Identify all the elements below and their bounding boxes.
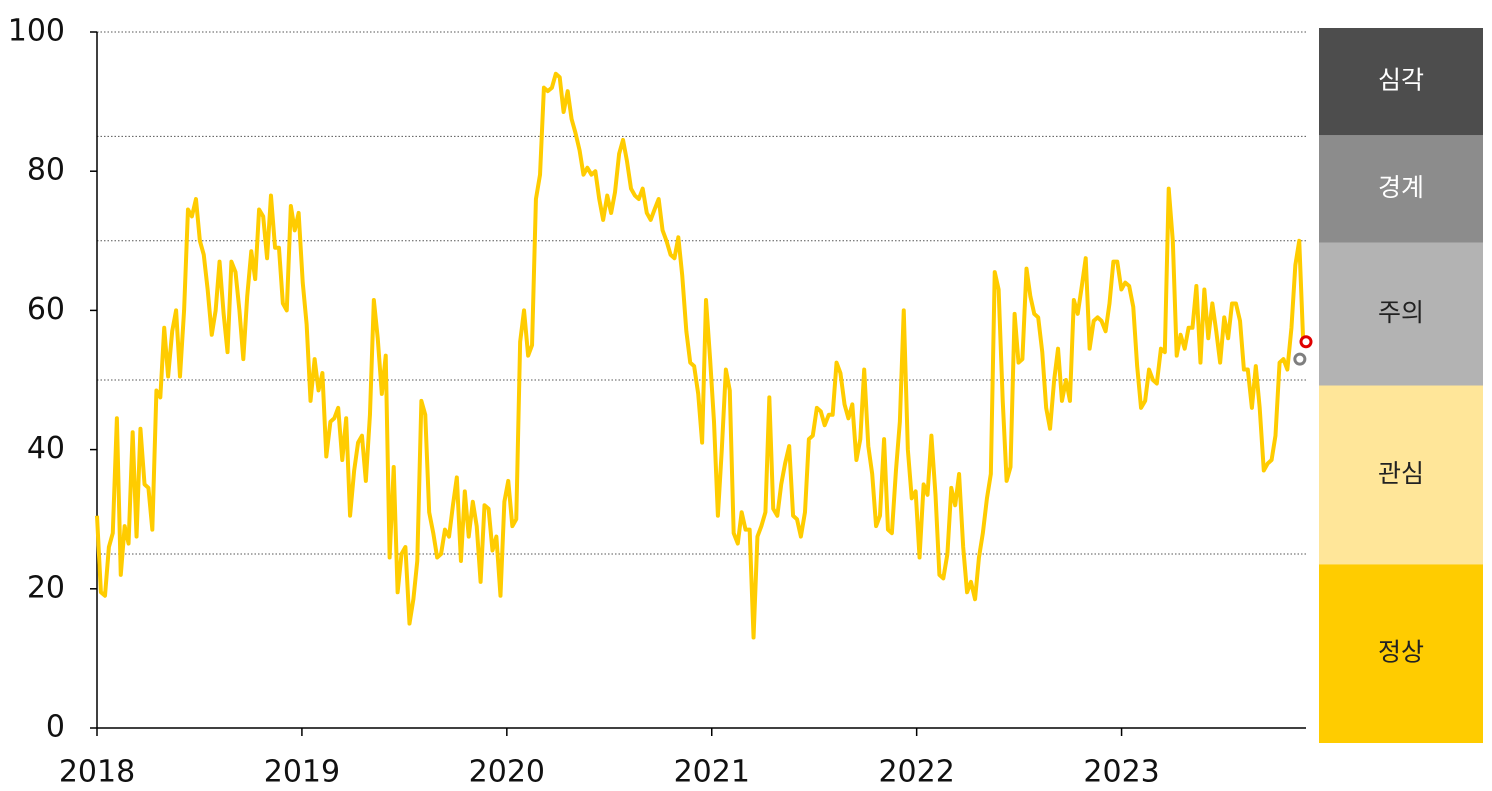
x-tick-label: 2022: [878, 755, 954, 790]
end-marker: [1299, 335, 1313, 349]
end-marker: [1293, 352, 1307, 366]
level-band: [1319, 28, 1483, 136]
level-band: [1319, 385, 1483, 565]
x-tick-label: 2019: [264, 755, 340, 790]
y-tick-label: 0: [46, 710, 65, 745]
y-tick-label: 20: [27, 570, 65, 605]
level-band: [1319, 135, 1483, 243]
x-tick-label: 2023: [1083, 755, 1159, 790]
level-label: 관심: [1378, 459, 1424, 488]
x-tick-label: 2021: [674, 755, 750, 790]
level-label: 경계: [1378, 173, 1424, 202]
y-tick-label: 100: [8, 14, 65, 49]
level-band: [1319, 242, 1483, 386]
x-tick-label: 2018: [59, 755, 135, 790]
y-tick-label: 60: [27, 292, 65, 327]
y-tick-label: 40: [27, 431, 65, 466]
y-tick-label: 80: [27, 153, 65, 188]
series-line: [95, 71, 1306, 640]
level-label: 주의: [1378, 298, 1424, 327]
level-label: 정상: [1378, 638, 1424, 667]
level-label: 심각: [1378, 66, 1424, 95]
x-tick-label: 2020: [469, 755, 545, 790]
level-band: [1319, 564, 1483, 743]
